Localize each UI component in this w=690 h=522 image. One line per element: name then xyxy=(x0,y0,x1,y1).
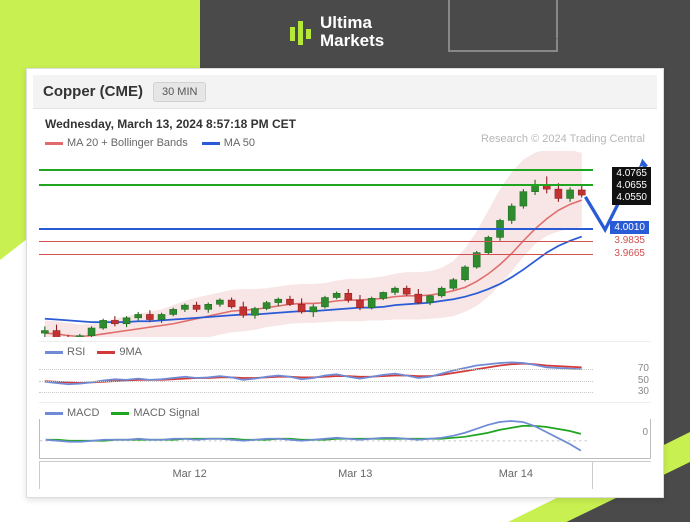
hline-label: 4.0010 xyxy=(610,221,649,234)
rsi-ylabel: 30 xyxy=(638,386,649,397)
timestamp: Wednesday, March 13, 2024 8:57:18 PM CET xyxy=(33,109,657,133)
hline xyxy=(39,228,593,230)
brand-text: Ultima Markets xyxy=(320,14,384,50)
rsi-grid xyxy=(39,369,593,370)
x-tick: Mar 13 xyxy=(338,468,372,480)
rsi-panel: RSI 9MA 705030 xyxy=(39,341,651,398)
legend-ma20-label: MA 20 + Bollinger Bands xyxy=(67,137,188,149)
legend-macdsig-label: MACD Signal xyxy=(133,407,199,419)
target-band xyxy=(39,169,593,186)
instrument-title: Copper (CME) xyxy=(43,83,143,100)
swatch-9ma xyxy=(97,351,115,354)
legend-macdsig: MACD Signal xyxy=(111,407,199,419)
brand: Ultima Markets xyxy=(290,14,384,50)
legend-ma50-label: MA 50 xyxy=(224,137,255,149)
attribution: Research © 2024 Trading Central xyxy=(481,133,645,145)
legend-9ma: 9MA xyxy=(97,346,142,358)
price-chart[interactable]: 4.07654.06554.0550 4.00103.98353.9665 xyxy=(39,151,651,337)
chart-card: Copper (CME) 30 MIN Wednesday, March 13,… xyxy=(26,68,664,498)
target-labels: 4.07654.06554.0550 xyxy=(612,167,651,205)
legend-ma20: MA 20 + Bollinger Bands xyxy=(45,137,188,149)
stage: Ultima Markets Copper (CME) 30 MIN Wedne… xyxy=(0,0,690,522)
rsi-grid xyxy=(39,392,593,393)
legend-rsi-label: RSI xyxy=(67,346,85,358)
swatch-rsi xyxy=(45,351,63,354)
ribbon-decor xyxy=(448,0,558,52)
card-inner: Copper (CME) 30 MIN Wednesday, March 13,… xyxy=(33,75,657,491)
x-tick: Mar 12 xyxy=(172,468,206,480)
x-axis: Mar 12 Mar 13 Mar 14 xyxy=(39,461,651,489)
chart-header: Copper (CME) 30 MIN xyxy=(33,75,657,109)
interval-pill[interactable]: 30 MIN xyxy=(153,82,206,102)
macd-plot[interactable]: 0 xyxy=(39,419,651,459)
x-tick: Mar 14 xyxy=(499,468,533,480)
legend-macd-label: MACD xyxy=(67,407,99,419)
legend-9ma-label: 9MA xyxy=(119,346,142,358)
hline-label: 3.9665 xyxy=(610,247,649,260)
legend-main: MA 20 + Bollinger Bands MA 50 Research ©… xyxy=(33,133,657,149)
swatch-ma20 xyxy=(45,142,63,145)
rsi-ylabel: 50 xyxy=(638,375,649,386)
legend-ma50: MA 50 xyxy=(202,137,255,149)
rsi-ylabel: 70 xyxy=(638,363,649,374)
brand-bars-icon xyxy=(290,19,312,45)
hline xyxy=(39,254,593,255)
legend-rsi: RSI xyxy=(45,346,85,358)
legend-macd: MACD xyxy=(45,407,99,419)
swatch-macd-signal xyxy=(111,412,129,415)
macd-panel: MACD MACD Signal 0 xyxy=(39,402,651,459)
hline-label: 3.9835 xyxy=(610,234,649,247)
brand-line2: Markets xyxy=(320,32,384,50)
swatch-ma50 xyxy=(202,142,220,145)
hline xyxy=(39,241,593,242)
rsi-grid xyxy=(39,381,593,382)
macd-zero-label: 0 xyxy=(642,427,648,438)
rsi-plot[interactable]: 705030 xyxy=(39,358,651,398)
swatch-macd xyxy=(45,412,63,415)
brand-line1: Ultima xyxy=(320,14,384,32)
